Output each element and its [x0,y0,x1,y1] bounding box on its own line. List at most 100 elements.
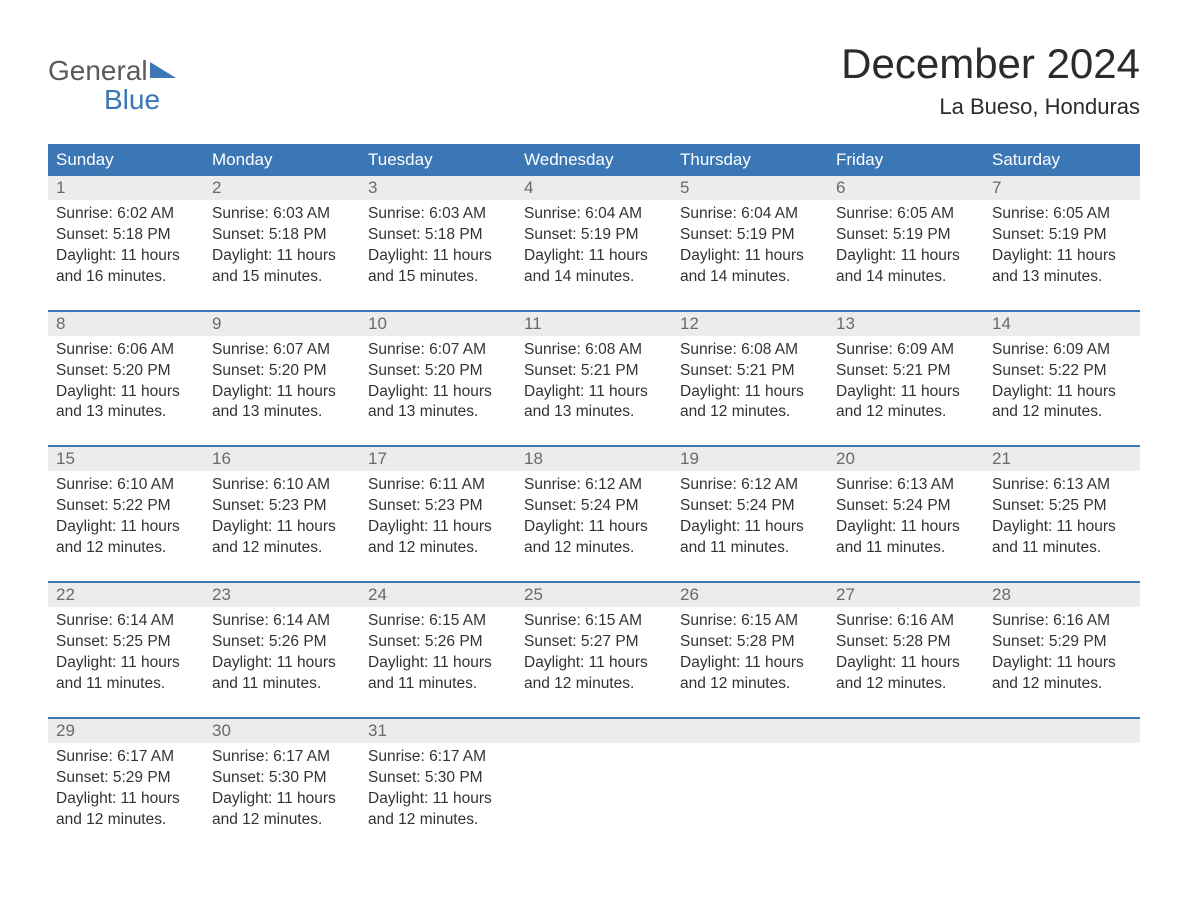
day-number: 1 [48,176,204,200]
day-sunrise: Sunrise: 6:10 AM [56,475,196,496]
day-sunset: Sunset: 5:28 PM [680,632,820,653]
day-number: 5 [672,176,828,200]
day-day1: Daylight: 11 hours [56,246,196,267]
day-day1: Daylight: 11 hours [368,653,508,674]
day-day1: Daylight: 11 hours [836,517,976,538]
page-header: General Blue December 2024 La Bueso, Hon… [48,40,1140,120]
day-sunrise: Sunrise: 6:16 AM [992,611,1132,632]
day-sunset: Sunset: 5:26 PM [212,632,352,653]
day-cell: Sunrise: 6:15 AMSunset: 5:28 PMDaylight:… [672,607,828,699]
day-number: 7 [984,176,1140,200]
day-sunset: Sunset: 5:24 PM [680,496,820,517]
weekday-header: Sunday [48,144,204,176]
day-cell: Sunrise: 6:16 AMSunset: 5:29 PMDaylight:… [984,607,1140,699]
day-sunrise: Sunrise: 6:04 AM [524,204,664,225]
day-day2: and 15 minutes. [212,267,352,288]
day-number-row: 891011121314 [48,312,1140,336]
day-sunrise: Sunrise: 6:14 AM [212,611,352,632]
day-data-row: Sunrise: 6:17 AMSunset: 5:29 PMDaylight:… [48,743,1140,835]
day-sunrise: Sunrise: 6:15 AM [524,611,664,632]
day-day1: Daylight: 11 hours [212,246,352,267]
weekday-header: Monday [204,144,360,176]
day-cell: Sunrise: 6:14 AMSunset: 5:26 PMDaylight:… [204,607,360,699]
day-sunrise: Sunrise: 6:02 AM [56,204,196,225]
logo-text-general: General [48,56,148,85]
day-day2: and 12 minutes. [524,674,664,695]
day-sunrise: Sunrise: 6:09 AM [992,340,1132,361]
day-sunset: Sunset: 5:20 PM [56,361,196,382]
day-number: 21 [984,447,1140,471]
day-day1: Daylight: 11 hours [524,517,664,538]
day-cell [672,743,828,835]
day-number: 28 [984,583,1140,607]
day-day1: Daylight: 11 hours [56,382,196,403]
day-cell: Sunrise: 6:08 AMSunset: 5:21 PMDaylight:… [672,336,828,428]
day-sunset: Sunset: 5:21 PM [680,361,820,382]
day-number: 6 [828,176,984,200]
day-number: 29 [48,719,204,743]
day-day2: and 12 minutes. [212,810,352,831]
day-day1: Daylight: 11 hours [680,246,820,267]
logo-line1: General [48,56,176,85]
day-day2: and 13 minutes. [212,402,352,423]
day-cell: Sunrise: 6:16 AMSunset: 5:28 PMDaylight:… [828,607,984,699]
day-data-row: Sunrise: 6:06 AMSunset: 5:20 PMDaylight:… [48,336,1140,428]
day-number: 4 [516,176,672,200]
weekday-header: Saturday [984,144,1140,176]
day-sunrise: Sunrise: 6:03 AM [212,204,352,225]
day-number: 30 [204,719,360,743]
day-day2: and 12 minutes. [992,674,1132,695]
day-number-row: 15161718192021 [48,447,1140,471]
day-sunset: Sunset: 5:19 PM [992,225,1132,246]
day-data-row: Sunrise: 6:14 AM Sunset: 5:25 PM Daylight:… [48,607,1140,699]
weekday-header: Tuesday [360,144,516,176]
day-cell: Sunrise: 6:13 AMSunset: 5:24 PMDaylight:… [828,471,984,563]
day-sunset: Sunset: 5:19 PM [836,225,976,246]
day-sunrise: Sunrise: 6:15 AM [368,611,508,632]
day-number: 17 [360,447,516,471]
day-sunset: Sunset: 5:22 PM [56,496,196,517]
day-number: 3 [360,176,516,200]
day-sunset: Sunset: 5:21 PM [524,361,664,382]
day-sunset: Sunset: 5:25 PM [992,496,1132,517]
day-number: 13 [828,312,984,336]
day-sunset: Sunset: 5:20 PM [212,361,352,382]
day-sunrise: Sunrise: 6:16 AM [836,611,976,632]
day-sunrise: Sunrise: 6:17 AM [368,747,508,768]
day-number: 31 [360,719,516,743]
day-day2: and 11 minutes. [992,538,1132,559]
day-day1: Daylight: 11 hours [992,382,1132,403]
day-sunrise: Sunrise: 6:10 AM [212,475,352,496]
day-day2: and 12 minutes. [992,402,1132,423]
day-day2: and 12 minutes. [524,538,664,559]
day-number [828,719,984,743]
day-day1: Daylight: 11 hours [368,382,508,403]
day-sunrise: Sunrise: 6:05 AM [836,204,976,225]
logo-triangle-icon [150,62,176,78]
day-number: 12 [672,312,828,336]
day-cell: Sunrise: 6:14 AMSunset: 5:25 PMDaylight:… [48,607,204,699]
day-sunrise: Sunrise: 6:15 AM [680,611,820,632]
calendar-page: General Blue December 2024 La Bueso, Hon… [0,0,1188,892]
day-cell: Sunrise: 6:12 AMSunset: 5:24 PMDaylight:… [516,471,672,563]
day-number: 18 [516,447,672,471]
day-day1: Daylight: 11 hours [680,517,820,538]
day-day1: Daylight: 11 hours [212,789,352,810]
day-sunrise: Sunrise: 6:03 AM [368,204,508,225]
day-day2: and 13 minutes. [524,402,664,423]
day-sunrise: Sunrise: 6:12 AM [680,475,820,496]
month-title: December 2024 [841,40,1140,88]
day-number: 25 [516,583,672,607]
day-day2: and 11 minutes. [56,674,196,695]
weekday-header-row: Sunday Monday Tuesday Wednesday Thursday… [48,144,1140,176]
day-day1: Daylight: 11 hours [212,653,352,674]
day-day2: and 12 minutes. [212,538,352,559]
day-data-row: Sunrise: 6:10 AMSunset: 5:22 PMDaylight:… [48,471,1140,563]
day-sunrise: Sunrise: 6:17 AM [56,747,196,768]
day-day2: and 13 minutes. [56,402,196,423]
day-cell: Sunrise: 6:17 AMSunset: 5:29 PMDaylight:… [48,743,204,835]
day-day1: Daylight: 11 hours [992,653,1132,674]
logo-text-blue: Blue [48,85,176,114]
day-sunset: Sunset: 5:25 PM [56,632,196,653]
day-day1: Daylight: 11 hours [992,517,1132,538]
